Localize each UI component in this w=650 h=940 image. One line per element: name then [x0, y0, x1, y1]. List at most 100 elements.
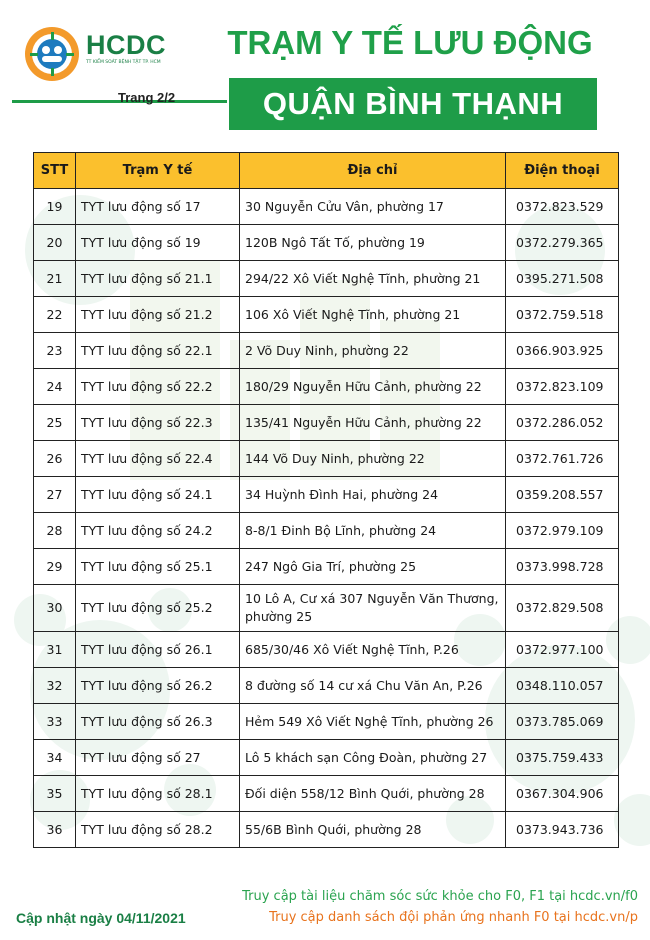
cell-phone: 0372.286.052 [505, 404, 619, 441]
table-row: 34 TYT lưu động số 27 Lô 5 khách sạn Công … [33, 739, 619, 776]
cell-station: TYT lưu động số 27 [75, 739, 240, 776]
cell-phone: 0366.903.925 [505, 332, 619, 369]
cell-station: TYT lưu động số 26.2 [75, 667, 240, 704]
cell-phone: 0372.279.365 [505, 224, 619, 261]
cell-stt: 33 [33, 703, 76, 740]
cell-stt: 31 [33, 631, 76, 668]
cell-address: Lô 5 khách sạn Công Đoàn, phường 27 [239, 739, 506, 776]
cell-stt: 26 [33, 440, 76, 477]
cell-stt: 22 [33, 296, 76, 333]
cell-station: TYT lưu động số 21.1 [75, 260, 240, 297]
cell-phone: 0395.271.508 [505, 260, 619, 297]
header-rule [12, 100, 227, 103]
cell-stt: 36 [33, 811, 76, 848]
table-row: 28 TYT lưu động số 24.2 8-8/1 Đinh Bộ Lĩnh… [33, 512, 619, 549]
cell-phone: 0373.943.736 [505, 811, 619, 848]
logo-subtitle: TT KIỂM SOÁT BỆNH TẬT TP. HCM [86, 60, 161, 65]
district-banner: QUẬN BÌNH THẠNH [229, 78, 597, 130]
cell-phone: 0367.304.906 [505, 775, 619, 812]
table-row: 29 TYT lưu động số 25.1 247 Ngô Gia Trí, p… [33, 548, 619, 585]
cell-stt: 27 [33, 476, 76, 513]
cell-station: TYT lưu động số 28.2 [75, 811, 240, 848]
cell-phone: 0372.979.109 [505, 512, 619, 549]
cell-stt: 24 [33, 368, 76, 405]
cell-address: 120B Ngô Tất Tố, phường 19 [239, 224, 506, 261]
page-title: TRẠM Y TẾ LƯU ĐỘNG [227, 24, 593, 61]
cell-phone: 0373.998.728 [505, 548, 619, 585]
table-row: 30 TYT lưu động số 25.2 10 Lô A, Cư xá 307… [33, 584, 619, 632]
cell-phone: 0372.829.508 [505, 584, 619, 632]
cell-address: 30 Nguyễn Cửu Vân, phường 17 [239, 188, 506, 225]
cell-address: 2 Võ Duy Ninh, phường 22 [239, 332, 506, 369]
cell-station: TYT lưu động số 22.2 [75, 368, 240, 405]
cell-station: TYT lưu động số 22.4 [75, 440, 240, 477]
table-row: 21 TYT lưu động số 21.1 294/22 Xô Viết Ngh… [33, 260, 619, 297]
column-header-stt: STT [33, 152, 76, 189]
cell-address: 180/29 Nguyễn Hữu Cảnh, phường 22 [239, 368, 506, 405]
cell-station: TYT lưu động số 28.1 [75, 775, 240, 812]
table-row: 25 TYT lưu động số 22.3 135/41 Nguyễn Hữu … [33, 404, 619, 441]
cell-station: TYT lưu động số 17 [75, 188, 240, 225]
stations-table: STT Trạm Y tế Địa chỉ Điện thoại 19 TYT l… [33, 152, 619, 848]
cell-stt: 20 [33, 224, 76, 261]
cell-phone: 0372.977.100 [505, 631, 619, 668]
cell-address: 8-8/1 Đinh Bộ Lĩnh, phường 24 [239, 512, 506, 549]
cell-station: TYT lưu động số 22.3 [75, 404, 240, 441]
cell-stt: 32 [33, 667, 76, 704]
table-row: 26 TYT lưu động số 22.4 144 Võ Duy Ninh, p… [33, 440, 619, 477]
update-date: Cập nhật ngày 04/11/2021 [16, 910, 186, 926]
table-body: 19 TYT lưu động số 17 30 Nguyễn Cửu Vân, p… [33, 188, 619, 848]
cell-address: 34 Huỳnh Đình Hai, phường 24 [239, 476, 506, 513]
cell-address: Hẻm 549 Xô Viết Nghệ Tĩnh, phường 26 [239, 703, 506, 740]
cell-address: 8 đường số 14 cư xá Chu Văn An, P.26 [239, 667, 506, 704]
cell-address: 247 Ngô Gia Trí, phường 25 [239, 548, 506, 585]
cell-phone: 0372.823.529 [505, 188, 619, 225]
cell-address: 106 Xô Viết Nghệ Tĩnh, phường 21 [239, 296, 506, 333]
cell-address: 144 Võ Duy Ninh, phường 22 [239, 440, 506, 477]
cell-address: 294/22 Xô Viết Nghệ Tĩnh, phường 21 [239, 260, 506, 297]
cell-stt: 25 [33, 404, 76, 441]
logo-name: HCDC [86, 30, 166, 60]
cell-address: 10 Lô A, Cư xá 307 Nguyễn Văn Thương, ph… [239, 584, 506, 632]
cell-station: TYT lưu động số 24.1 [75, 476, 240, 513]
cell-phone: 0372.823.109 [505, 368, 619, 405]
footer-link-response-team[interactable]: Truy cập danh sách đội phản ứng nhanh F0… [269, 910, 638, 925]
table-row: 31 TYT lưu động số 26.1 685/30/46 Xô Viết … [33, 631, 619, 668]
table-row: 23 TYT lưu động số 22.1 2 Võ Duy Ninh, phư… [33, 332, 619, 369]
table-row: 35 TYT lưu động số 28.1 Đối diện 558/12 Bì… [33, 775, 619, 812]
cell-station: TYT lưu động số 26.1 [75, 631, 240, 668]
cell-station: TYT lưu động số 26.3 [75, 703, 240, 740]
cell-phone: 0372.759.518 [505, 296, 619, 333]
table-row: 36 TYT lưu động số 28.2 55/6B Bình Quới, p… [33, 811, 619, 848]
cell-phone: 0373.785.069 [505, 703, 619, 740]
cell-phone: 0375.759.433 [505, 739, 619, 776]
cell-station: TYT lưu động số 25.2 [75, 584, 240, 632]
table-row: 19 TYT lưu động số 17 30 Nguyễn Cửu Vân, p… [33, 188, 619, 225]
cell-stt: 29 [33, 548, 76, 585]
column-header-address: Địa chỉ [239, 152, 506, 189]
cell-address: Đối diện 558/12 Bình Quới, phường 28 [239, 775, 506, 812]
cell-phone: 0359.208.557 [505, 476, 619, 513]
cell-phone: 0348.110.057 [505, 667, 619, 704]
cell-station: TYT lưu động số 21.2 [75, 296, 240, 333]
table-row: 32 TYT lưu động số 26.2 8 đường số 14 cư x… [33, 667, 619, 704]
table-row: 22 TYT lưu động số 21.2 106 Xô Viết Nghệ T… [33, 296, 619, 333]
hcdc-logo-icon [25, 27, 79, 81]
cell-station: TYT lưu động số 19 [75, 224, 240, 261]
cell-stt: 23 [33, 332, 76, 369]
table-row: 20 TYT lưu động số 19 120B Ngô Tất Tố, phư… [33, 224, 619, 261]
column-header-phone: Điện thoại [505, 152, 619, 189]
cell-stt: 30 [33, 584, 76, 632]
cell-stt: 28 [33, 512, 76, 549]
district-name: QUẬN BÌNH THẠNH [262, 86, 564, 121]
table-row: 24 TYT lưu động số 22.2 180/29 Nguyễn Hữu … [33, 368, 619, 405]
column-header-station: Trạm Y tế [75, 152, 240, 189]
cell-station: TYT lưu động số 22.1 [75, 332, 240, 369]
cell-station: TYT lưu động số 25.1 [75, 548, 240, 585]
cell-stt: 34 [33, 739, 76, 776]
cell-station: TYT lưu động số 24.2 [75, 512, 240, 549]
cell-address: 55/6B Bình Quới, phường 28 [239, 811, 506, 848]
table-row: 27 TYT lưu động số 24.1 34 Huỳnh Đình Hai,… [33, 476, 619, 513]
footer-link-f0[interactable]: Truy cập tài liệu chăm sóc sức khỏe cho … [242, 889, 638, 904]
cell-address: 685/30/46 Xô Viết Nghệ Tĩnh, P.26 [239, 631, 506, 668]
